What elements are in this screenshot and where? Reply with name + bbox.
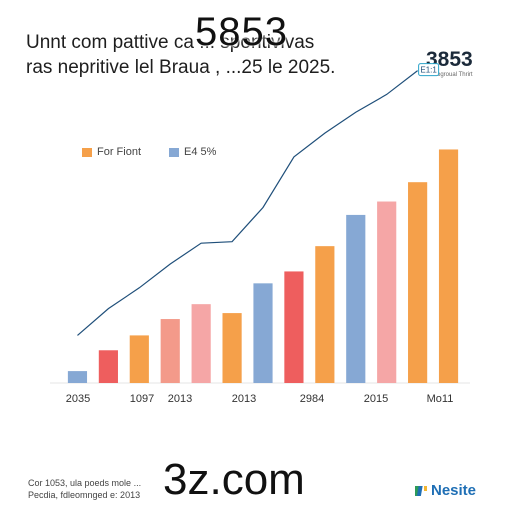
bar-2	[98, 350, 118, 383]
brand-name: Nesite	[431, 482, 477, 499]
chart-title-line-2: ras nepritive lel Braua , ...25 le 2025.	[26, 57, 336, 78]
x-tick-label-7: Mo11	[427, 393, 454, 405]
brand-logo: Nesite	[414, 482, 476, 499]
bar-9	[315, 246, 335, 383]
footnote-line-1: Cor 1053, ula poeds mole ...	[28, 478, 142, 488]
annotation-box	[418, 63, 440, 77]
bar-11	[377, 201, 397, 383]
chart-title-line-1: Unnt com pattive ca ... spontivivas	[26, 32, 315, 53]
bar-7	[253, 283, 273, 383]
legend-item-2: E4 5%	[169, 146, 216, 158]
x-tick-label-4: 2013	[232, 393, 256, 405]
x-tick-label-3: 2013	[168, 393, 192, 405]
footnote-line-2: Pecdia, fdleomnged e: 2013	[28, 490, 141, 500]
side-kpi-caption: Prmogroual Thrirt	[426, 72, 473, 78]
trend-line	[77, 70, 418, 336]
overlay-number: 5853	[195, 10, 288, 54]
x-tick-label-6: 2015	[364, 393, 388, 405]
annotation-label: E1:1	[420, 66, 437, 75]
legend-swatch-1	[82, 147, 92, 157]
bar-4	[160, 319, 180, 383]
x-tick-label-5: 2984	[300, 393, 324, 405]
bar-10	[346, 214, 366, 383]
bar-3	[129, 335, 149, 383]
bar-6	[222, 313, 242, 383]
legend-label-2: E4 5%	[184, 146, 217, 158]
bar-13	[438, 149, 459, 383]
bar-8	[284, 271, 304, 383]
watermark-text: 3z.com	[163, 455, 305, 504]
x-tick-label-2: 1097	[130, 393, 154, 405]
legend-label-1: For Fiont	[97, 146, 142, 158]
bar-5	[191, 304, 211, 383]
chart-legend: For Fiont E4 5%	[82, 146, 238, 158]
brand-mark-icon	[415, 485, 427, 496]
legend-item-1: For Fiont	[82, 146, 141, 158]
x-tick-label-1: 2035	[66, 393, 90, 405]
bar-12	[408, 182, 428, 383]
legend-swatch-2	[169, 147, 180, 157]
bar-1	[67, 371, 88, 383]
